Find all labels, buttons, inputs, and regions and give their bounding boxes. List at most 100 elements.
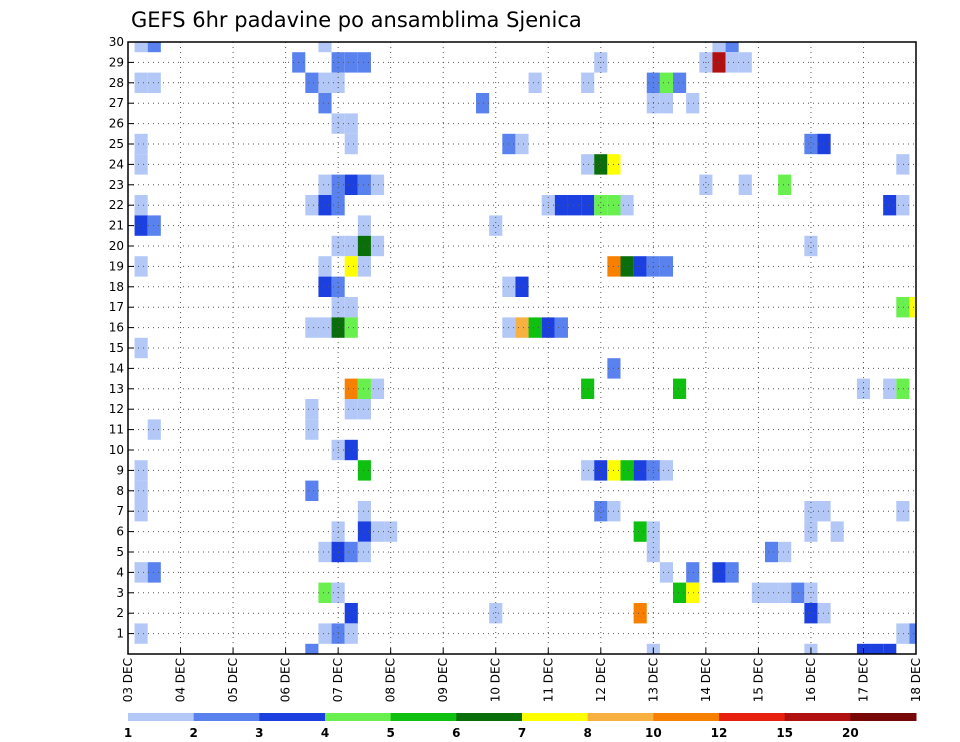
heatmap-cell [134, 501, 148, 522]
heatmap-cell [830, 521, 844, 542]
heatmap-cell [318, 317, 332, 338]
heatmap-cell [594, 501, 608, 522]
heatmap-cell [134, 195, 148, 216]
heatmap-cell [357, 541, 371, 563]
colorbar-label: 10 [645, 726, 662, 740]
heatmap-cell [686, 562, 700, 583]
heatmap-cell [633, 521, 647, 542]
heatmap-cell [620, 195, 634, 216]
heatmap-cell [147, 42, 161, 53]
x-tick-label: 14 DEC [699, 658, 713, 702]
heatmap-cell [344, 378, 358, 399]
heatmap-cell [594, 195, 608, 216]
colorbar-label: 20 [842, 726, 859, 740]
heatmap-cell [896, 378, 910, 399]
heatmap-cell [357, 215, 371, 236]
y-tick-label: 11 [109, 423, 124, 437]
y-tick-label: 29 [109, 55, 124, 69]
heatmap-cell [344, 603, 358, 624]
y-tick-label: 2 [116, 606, 124, 620]
heatmap-cell [515, 317, 529, 338]
heatmap-cell [344, 256, 358, 277]
y-tick-label: 6 [116, 525, 124, 539]
y-tick-label: 12 [109, 402, 124, 416]
heatmap-cell [344, 439, 358, 461]
heatmap-cell [896, 195, 910, 216]
heatmap-cell [804, 603, 818, 624]
colorbar-label: 8 [583, 726, 591, 740]
heatmap-cell [659, 460, 674, 481]
heatmap-cell [515, 133, 529, 155]
heatmap-cell [344, 113, 358, 134]
heatmap-cell [318, 195, 332, 216]
heatmap-cell [738, 174, 752, 195]
heatmap-cell [134, 480, 148, 501]
heatmap-cell [528, 72, 542, 93]
colorbar-swatch [719, 713, 786, 721]
heatmap-cell [620, 256, 634, 277]
heatmap-cell [528, 317, 542, 338]
heatmap-cell [344, 317, 358, 338]
heatmap-cell [804, 235, 818, 257]
heatmap-cell [384, 521, 398, 542]
heatmap-cell [318, 93, 332, 114]
colorbar-label: 6 [452, 726, 460, 740]
colorbar-swatch [587, 713, 654, 721]
heatmap-cell [909, 623, 916, 644]
colorbar-swatch [325, 713, 392, 721]
heatmap-cell [896, 297, 910, 318]
heatmap-cell [305, 643, 319, 654]
colorbar-label: 1 [124, 726, 132, 740]
y-tick-label: 16 [109, 321, 124, 335]
x-tick-label: 12 DEC [594, 658, 608, 702]
y-tick-label: 3 [116, 586, 124, 600]
colorbar-swatch [390, 713, 457, 721]
heatmap-cell [659, 256, 674, 277]
heatmap-cell [725, 42, 739, 53]
y-tick-label: 14 [109, 361, 124, 375]
heatmap-cell [134, 215, 148, 236]
heatmap-cell [370, 174, 385, 195]
x-tick-label: 18 DEC [909, 658, 923, 702]
x-tick-label: 04 DEC [174, 658, 188, 702]
x-axis-ticks: 03 DEC 04 DEC 05 DEC 06 DEC 07 DEC 08 DEC 09 D… [121, 648, 923, 702]
colorbar-swatch [653, 713, 720, 721]
heatmap-cell [594, 154, 608, 175]
x-tick-label: 05 DEC [226, 658, 240, 702]
y-tick-label: 5 [116, 545, 124, 559]
heatmap-cell [804, 501, 818, 522]
heatmap-cell [357, 501, 371, 522]
heatmap-cell [883, 643, 897, 654]
heatmap-cell [567, 195, 582, 216]
heatmap-cell [147, 215, 161, 236]
colorbar-label: 2 [189, 726, 197, 740]
heatmap-cell [633, 256, 647, 277]
heatmap-cell [357, 52, 371, 73]
y-tick-label: 13 [109, 382, 124, 396]
colorbar-label: 15 [776, 726, 793, 740]
heatmap-cell [515, 276, 529, 297]
heatmap-cell [620, 460, 634, 481]
y-tick-label: 21 [109, 219, 124, 233]
heatmap-cell [883, 378, 897, 399]
heatmap-cell [134, 133, 148, 155]
x-tick-label: 17 DEC [856, 658, 870, 702]
heatmap-cell [318, 72, 332, 93]
heatmap-cell [318, 541, 332, 563]
heatmap-cell [673, 378, 687, 399]
heatmap-cell [581, 195, 595, 216]
y-tick-label: 28 [109, 76, 124, 90]
y-tick-label: 19 [109, 259, 124, 273]
heatmap-cell [738, 52, 752, 73]
y-axis-ticks: 1234567891011121314151617181920212223242… [109, 35, 134, 641]
heatmap-cell [870, 643, 884, 654]
heatmap-cell [344, 52, 358, 73]
heatmap-cell [134, 72, 148, 93]
heatmap-cell [489, 215, 503, 236]
heatmap-cell [673, 72, 687, 93]
colorbar-swatch [850, 713, 917, 721]
heatmap-cell [581, 154, 595, 175]
heatmap-cell [489, 603, 503, 624]
heatmap-cell [804, 133, 818, 155]
heatmap-cell [305, 399, 319, 420]
